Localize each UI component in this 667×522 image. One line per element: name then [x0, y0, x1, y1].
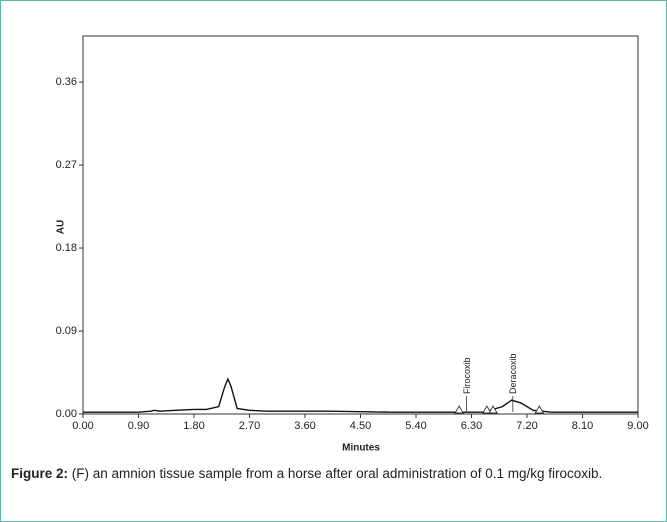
y-tick-label: 0.18	[56, 242, 77, 254]
annotation: Firocoxib	[462, 357, 472, 394]
x-tick-label: 8.10	[572, 420, 593, 432]
x-axis-label: Minutes	[342, 443, 380, 454]
annotation: Deracoxib	[508, 353, 518, 394]
x-tick-label: 1.80	[183, 420, 204, 432]
x-tick-label: 0.90	[128, 420, 149, 432]
y-axis-label: AU	[56, 220, 67, 234]
x-tick-label: 2.70	[239, 420, 260, 432]
caption-text: (F) an amnion tissue sample from a horse…	[68, 466, 603, 481]
x-tick-label: 7.20	[516, 420, 537, 432]
caption: Figure 2: (F) an amnion tissue sample fr…	[11, 464, 661, 483]
y-tick-label: 0.27	[56, 159, 77, 171]
y-tick-label: 0.00	[56, 408, 77, 420]
trace	[83, 377, 638, 413]
plot-frame	[82, 35, 639, 415]
integration-marker	[488, 405, 498, 414]
integration-marker	[534, 405, 545, 414]
x-tick-label: 3.60	[294, 420, 315, 432]
x-tick-label: 9.00	[627, 420, 648, 432]
x-tick-label: 4.50	[350, 420, 371, 432]
y-tick-label: 0.09	[56, 325, 77, 337]
integration-marker	[482, 405, 492, 414]
caption-label: Figure 2:	[11, 466, 69, 481]
x-tick-label: 0.00	[72, 420, 93, 432]
y-tick-label: 0.36	[56, 76, 77, 88]
x-tick-label: 5.40	[405, 420, 426, 432]
chart: Minutes AU 0.00 0.90 1.80 2.70 3.60 4.50 5.40 6…	[56, 35, 649, 454]
x-tick-label: 6.30	[461, 420, 482, 432]
integration-marker	[454, 405, 464, 414]
